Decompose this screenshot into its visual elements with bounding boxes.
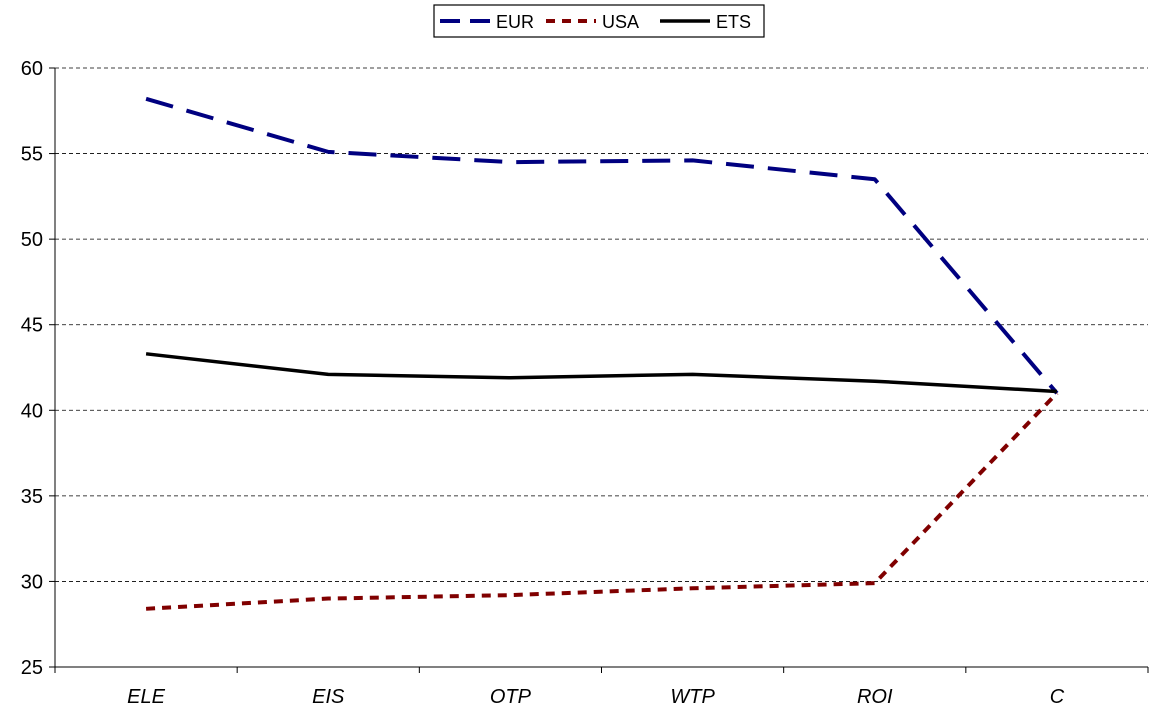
x-tick-label: ROI — [857, 686, 893, 708]
y-axis-ticks: 25 30 35 40 45 50 55 60 — [21, 58, 55, 679]
y-tick-label: 40 — [21, 400, 43, 422]
axes — [54, 68, 1148, 668]
x-tick-label: ELE — [127, 686, 165, 708]
x-tick-label: C — [1050, 686, 1065, 708]
y-tick-label: 45 — [21, 315, 43, 337]
x-tick-label: EIS — [312, 686, 345, 708]
legend-label-usa: USA — [602, 12, 639, 32]
series-line-usa — [145, 391, 1059, 611]
gridlines — [55, 67, 1148, 582]
y-tick-label: 30 — [21, 571, 43, 593]
legend-label-ets: ETS — [716, 12, 751, 32]
series-layer — [145, 96, 1059, 611]
legend: EUR USA ETS — [433, 4, 765, 38]
y-tick-label: 25 — [21, 657, 43, 679]
x-tick-label: WTP — [670, 686, 715, 708]
x-tick-label: OTP — [490, 686, 532, 708]
series-line-ets — [145, 352, 1058, 394]
legend-label-eur: EUR — [496, 12, 534, 32]
y-tick-label: 60 — [21, 58, 43, 80]
y-tick-label: 55 — [21, 144, 43, 166]
y-tick-label: 35 — [21, 486, 43, 508]
x-axis-ticks: ELE EIS OTP WTP ROI C — [54, 667, 1149, 708]
series-line-eur — [145, 96, 1059, 395]
y-tick-label: 50 — [21, 229, 43, 251]
